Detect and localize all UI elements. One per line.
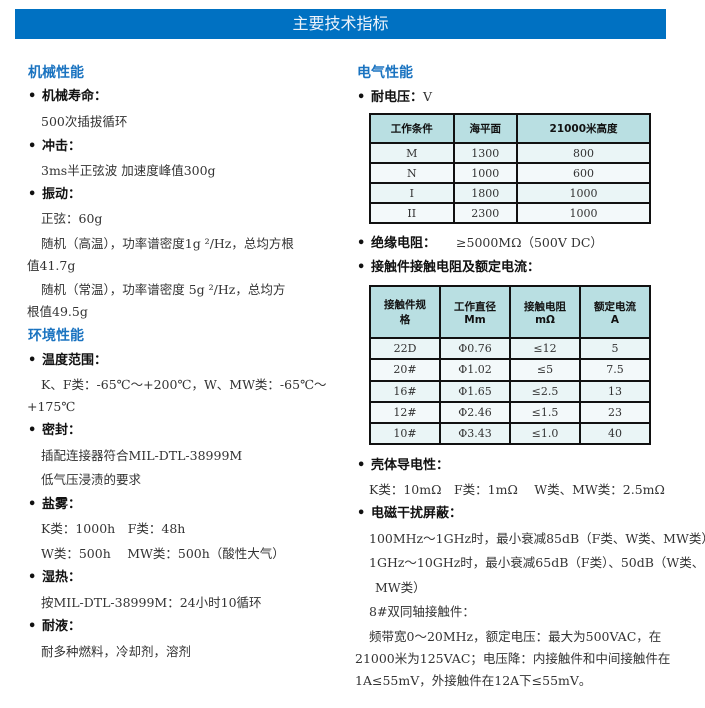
table-row: 10# Φ3.43 ≤1.0 40 — [369, 421, 651, 446]
item-text: K、F类：-65℃～+200℃，W、MW类：-65℃～ — [41, 377, 327, 392]
item-text: 21000米为125VAC；电压降：内接触件和中间接触件在 — [355, 651, 671, 666]
item-label: 振动： — [28, 186, 81, 204]
item-text: 值41.7g — [27, 258, 76, 273]
item-label: 接触件接触电阻及额定电流： — [357, 259, 540, 277]
header-cell: 接触电阻 mΩ — [509, 284, 581, 340]
header-line: 接触件规 — [384, 299, 426, 312]
table-cell: 12# — [369, 400, 441, 424]
item-text: 频带宽0～20MHz，额定电压：最大为500VAC，在 — [369, 629, 662, 644]
header-line: 额定电流 — [594, 300, 636, 313]
item-label: 耐电压：V — [357, 88, 432, 107]
item-text: 插配连接器符合MIL-DTL-38999M — [41, 448, 243, 463]
header-cell: 工作条件 — [369, 112, 455, 145]
header-line: mΩ — [535, 313, 555, 326]
table-row: 22D Φ0.76 ≤12 5 — [369, 337, 651, 361]
header-cell: 接触件规格 — [369, 284, 441, 340]
item-text: 根值49.5g — [27, 304, 88, 319]
table-cell: 40 — [579, 421, 651, 446]
item-text: MW类） — [375, 580, 426, 595]
table-cell: 22D — [369, 337, 441, 361]
header-line: 接触电阻 — [524, 300, 566, 313]
page-title: 主要技术指标 — [15, 9, 666, 39]
section-heading-mechanical: 机械性能 — [28, 65, 84, 81]
item-label: 冲击： — [28, 138, 81, 156]
item-text: 500次插拔循环 — [41, 114, 128, 129]
table-cell: Φ1.65 — [439, 379, 511, 403]
item-text: 随机（常温），功率谱密度 5g ²/Hz，总均方 — [41, 282, 286, 297]
table-cell: Φ1.02 — [439, 358, 511, 382]
item-label: 绝缘电阻：≥5000MΩ（500V DC） — [357, 234, 603, 253]
table-cell: ≤2.5 — [509, 379, 581, 403]
item-label: 电磁干扰屏蔽： — [357, 505, 462, 523]
table-cell: 2300 — [452, 202, 519, 224]
table-row: N 1000 600 — [369, 162, 651, 185]
table-cell: 10# — [369, 421, 441, 446]
item-text: W类：500h MW类：500h（酸性大气） — [41, 546, 285, 561]
section-heading-electrical: 电气性能 — [357, 65, 413, 81]
header-line: A — [610, 313, 620, 326]
header-cell: 21000米高度 — [516, 112, 651, 145]
item-label: 机械寿命： — [28, 88, 107, 106]
item-text: +175℃ — [27, 399, 76, 414]
item-text: 随机（高温），功率谱密度1g ²/Hz，总均方根 — [41, 236, 294, 251]
table-row: 20# Φ1.02 ≤5 7.5 — [369, 358, 651, 382]
table-row: M 1300 800 — [369, 142, 651, 165]
table-cell: ≤1.0 — [509, 421, 581, 446]
item-label: 盐雾： — [28, 496, 81, 514]
header-line: 格 — [399, 314, 411, 327]
item-text: 1GHz～10GHz时，最小衰减65dB（F类）、50dB（W类、 — [369, 555, 705, 570]
table-cell: 800 — [516, 142, 651, 165]
item-label: 壳体导电性： — [357, 457, 449, 475]
table-row: I 1800 1000 — [369, 182, 651, 205]
contact-table: 接触件规格工作直径 Mm 接触电阻 mΩ 额定电流 A 22D Φ0.76 ≤12 5 20# Φ1… — [369, 284, 651, 446]
table-cell: 23 — [579, 400, 651, 424]
table-cell: Φ3.43 — [439, 421, 511, 446]
table-cell: 600 — [516, 162, 651, 185]
table-cell: 20# — [369, 358, 441, 382]
item-label: 密封： — [28, 422, 81, 440]
item-text: 100MHz～1GHz时，最小衰减85dB（F类、W类、MW类） — [369, 531, 705, 546]
item-text: 3ms半正弦波 加速度峰值300g — [41, 163, 216, 178]
header-line: Mm — [464, 313, 486, 326]
item-text: 耐多种燃料，冷却剂，溶剂 — [41, 644, 192, 659]
table-cell: 7.5 — [579, 358, 651, 382]
table-cell: Φ2.46 — [439, 400, 511, 424]
table-cell: I — [369, 182, 455, 205]
table-cell: M — [369, 142, 455, 165]
item-text: 正弦：60g — [41, 211, 103, 226]
table-row: II 2300 1000 — [369, 202, 651, 224]
table-cell: 1300 — [452, 142, 519, 165]
table-cell: 5 — [579, 337, 651, 361]
item-label: 温度范围： — [28, 352, 107, 370]
table-cell: 1000 — [516, 202, 651, 224]
item-text: 1A≤55mV，外接触件在12A下≤55mV。 — [355, 673, 592, 688]
table-row: 12# Φ2.46 ≤1.5 23 — [369, 400, 651, 424]
table-cell: N — [369, 162, 455, 185]
item-label: 耐液： — [28, 618, 81, 636]
table-cell: II — [369, 202, 455, 224]
header-cell: 海平面 — [452, 112, 519, 145]
item-text: K类：1000h F类：48h — [41, 521, 186, 536]
item-text: 按MIL-DTL-38999M：24小时10循环 — [41, 595, 262, 610]
table-cell: ≤1.5 — [509, 400, 581, 424]
header-line: 工作直径 — [454, 300, 496, 313]
table-cell: 1000 — [452, 162, 519, 185]
table-cell: 13 — [579, 379, 651, 403]
table-cell: Φ0.76 — [439, 337, 511, 361]
header-cell: 额定电流 A — [579, 284, 651, 340]
section-heading-environment: 环境性能 — [28, 328, 84, 344]
item-label: 湿热： — [28, 569, 81, 587]
item-text: K类：10mΩ F类：1mΩ W类、MW类：2.5mΩ — [369, 482, 665, 497]
table-cell: 1000 — [516, 182, 651, 205]
item-text: 8#双同轴接触件： — [369, 604, 475, 619]
table-row: 16# Φ1.65 ≤2.5 13 — [369, 379, 651, 403]
item-text: 低气压浸渍的要求 — [41, 472, 142, 487]
table-cell: ≤12 — [509, 337, 581, 361]
voltage-table: 工作条件 海平面 21000米高度 M 1300 800 N 1000 600 I 1800 100… — [369, 112, 651, 224]
table-cell: ≤5 — [509, 358, 581, 382]
table-cell: 1800 — [452, 182, 519, 205]
table-cell: 16# — [369, 379, 441, 403]
header-cell: 工作直径 Mm — [439, 284, 511, 340]
